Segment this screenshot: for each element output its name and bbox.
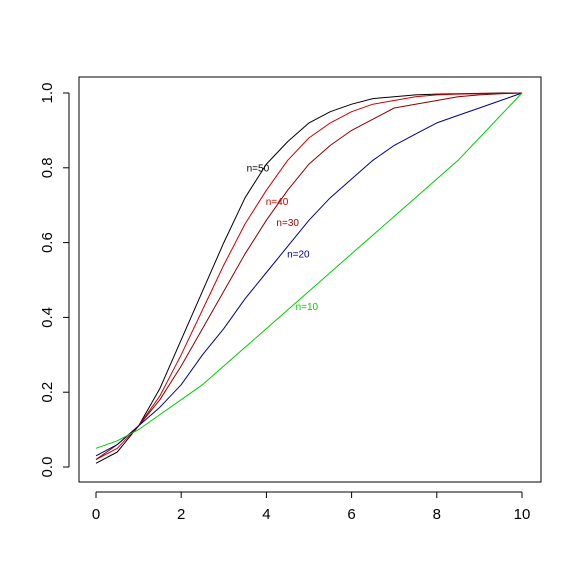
y-tick-label: 0.6 bbox=[39, 232, 56, 253]
series-line-n-30 bbox=[95, 92, 523, 460]
y-tick-label: 0.0 bbox=[39, 457, 56, 478]
series-label-n-20: n=20 bbox=[287, 250, 310, 261]
series-line-n-50 bbox=[95, 92, 522, 464]
series-label-n-50: n=50 bbox=[247, 164, 270, 175]
x-axis: 0 2 4 6 8 10 bbox=[92, 491, 531, 523]
x-tick-label: 0 bbox=[92, 506, 100, 523]
x-tick-label: 2 bbox=[177, 506, 185, 523]
series-label-n-30: n=30 bbox=[276, 218, 299, 229]
series-labels: n=50 n=40 n=30 n=20 n=10 bbox=[247, 164, 319, 313]
y-tick-label: 0.8 bbox=[39, 157, 56, 178]
series-line-n-10 bbox=[95, 92, 523, 449]
plot-frame bbox=[78, 76, 542, 483]
series-line-n-40 bbox=[95, 92, 523, 460]
series-lines bbox=[95, 92, 523, 464]
x-tick-label: 8 bbox=[433, 506, 441, 523]
y-tick-label: 0.4 bbox=[39, 307, 56, 328]
series-line-n-20 bbox=[95, 92, 523, 457]
x-tick-label: 10 bbox=[514, 506, 531, 523]
y-axis: 0.0 0.2 0.4 0.6 0.8 1.0 bbox=[39, 83, 70, 478]
x-tick-label: 6 bbox=[347, 506, 355, 523]
series-label-n-10: n=10 bbox=[296, 302, 319, 313]
series-label-n-40: n=40 bbox=[266, 197, 289, 208]
x-tick-label: 4 bbox=[262, 506, 270, 523]
y-tick-label: 0.2 bbox=[39, 382, 56, 403]
y-tick-label: 1.0 bbox=[39, 83, 56, 104]
